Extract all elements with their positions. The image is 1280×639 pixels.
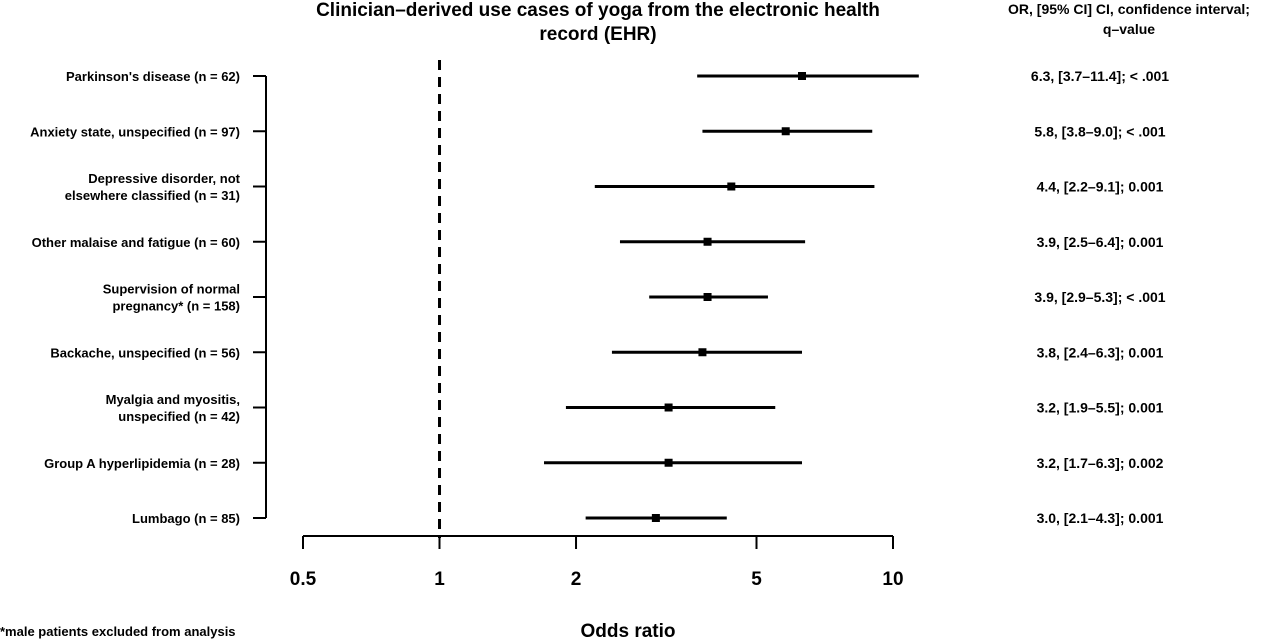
row-label: Depressive disorder, not (88, 171, 240, 186)
point-estimate (664, 458, 673, 467)
row-label: Anxiety state, unspecified (n = 97) (30, 124, 240, 139)
x-axis: 0.5 1 2 5 10 (290, 535, 904, 590)
row-label: Lumbago (n = 85) (132, 511, 240, 526)
row-label: pregnancy* (n = 158) (112, 299, 240, 314)
annotation-header: OR, [95% CI] CI, confidence interval; q–v… (1008, 1, 1250, 37)
point-estimate (703, 293, 712, 301)
forest-row: Lumbago (n = 85) 3.0, [2.1–4.3]; 0.001 (132, 510, 1164, 526)
row-annotation: 4.4, [2.2–9.1]; 0.001 (1037, 179, 1164, 195)
forest-row: Myalgia and myositis, unspecified (n = 42… (106, 392, 1164, 424)
row-annotation: 3.2, [1.7–6.3]; 0.002 (1037, 455, 1164, 471)
forest-row: Group A hyperlipidemia (n = 28) 3.2, [1.7… (44, 455, 1164, 471)
footnote: *male patients excluded from analysis (0, 624, 236, 639)
annotation-header-line: OR, [95% CI] CI, confidence interval; (1008, 1, 1250, 17)
forest-row: Backache, unspecified (n = 56) 3.8, [2.4–… (50, 344, 1163, 360)
point-estimate (781, 127, 790, 136)
row-annotation: 3.2, [1.9–5.5]; 0.001 (1037, 400, 1164, 416)
x-tick-label: 1 (434, 569, 445, 590)
forest-row: Supervision of normal pregnancy* (n = 158… (103, 282, 1166, 314)
forest-row: Anxiety state, unspecified (n = 97) 5.8, … (30, 123, 1166, 139)
point-estimate (664, 403, 673, 412)
row-label: Myalgia and myositis, (106, 392, 240, 407)
point-estimate (798, 72, 807, 80)
row-label: Group A hyperlipidemia (n = 28) (44, 456, 240, 471)
annotation-header-line: q–value (1103, 21, 1155, 37)
x-tick-label: 10 (882, 569, 903, 590)
forest-row: Depressive disorder, not elsewhere classi… (65, 171, 1164, 203)
row-annotation: 3.8, [2.4–6.3]; 0.001 (1037, 344, 1164, 360)
x-axis-label: Odds ratio (580, 621, 675, 639)
row-annotation: 3.0, [2.1–4.3]; 0.001 (1037, 510, 1164, 526)
x-tick-label: 5 (751, 569, 762, 590)
row-label: unspecified (n = 42) (118, 409, 240, 424)
row-annotation: 5.8, [3.8–9.0]; < .001 (1034, 123, 1165, 139)
forest-row: Other malaise and fatigue (n = 60) 3.9, [… (32, 234, 1164, 250)
forest-row: Parkinson's disease (n = 62) 6.3, [3.7–11… (66, 68, 1169, 84)
chart-title-line: record (EHR) (539, 24, 656, 45)
chart-title-line: Clinician–derived use cases of yoga from… (316, 0, 880, 21)
point-estimate (703, 237, 712, 246)
row-label: Supervision of normal (103, 282, 240, 297)
point-estimate (651, 514, 660, 522)
forest-rows: Parkinson's disease (n = 62) 6.3, [3.7–11… (30, 68, 1169, 526)
point-estimate (698, 348, 707, 357)
row-annotation: 3.9, [2.9–5.3]; < .001 (1034, 289, 1165, 305)
row-label: Other malaise and fatigue (n = 60) (32, 235, 240, 250)
point-estimate (727, 182, 736, 191)
row-annotation: 3.9, [2.5–6.4]; 0.001 (1037, 234, 1164, 250)
row-label: Parkinson's disease (n = 62) (66, 69, 240, 84)
x-tick-label: 2 (571, 569, 582, 590)
row-annotation: 6.3, [3.7–11.4]; < .001 (1031, 68, 1169, 84)
row-label: elsewhere classified (n = 31) (65, 188, 240, 203)
row-label: Backache, unspecified (n = 56) (50, 345, 240, 360)
chart-title: Clinician–derived use cases of yoga from… (316, 0, 880, 45)
x-tick-label: 0.5 (290, 569, 317, 590)
